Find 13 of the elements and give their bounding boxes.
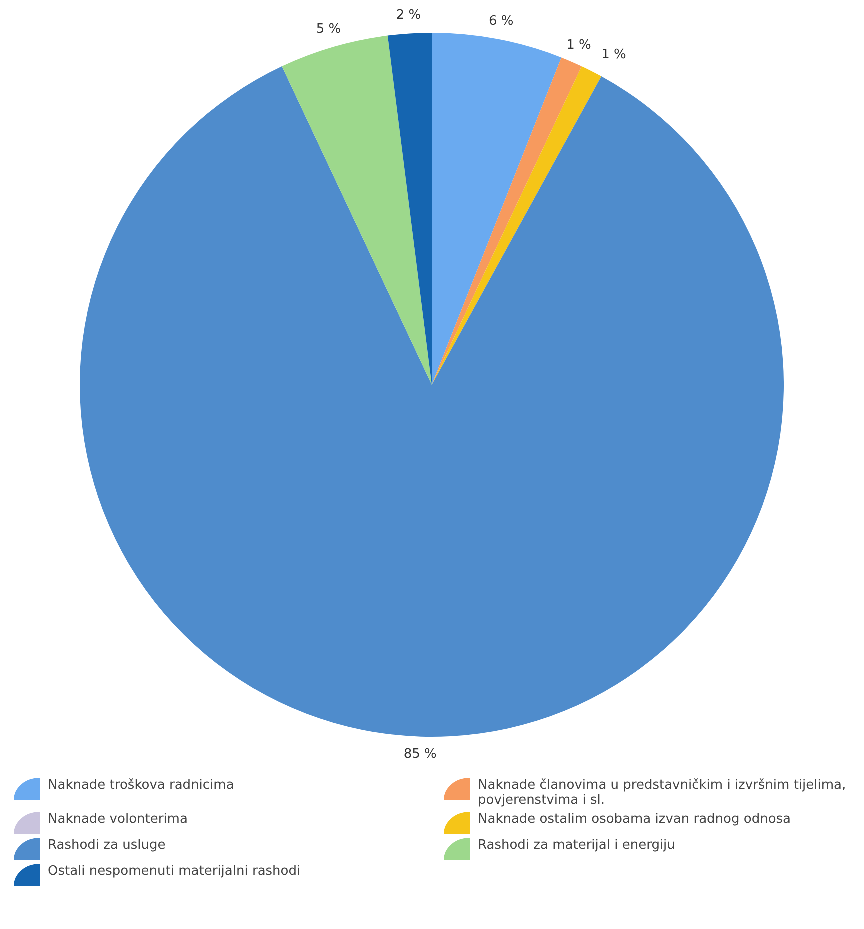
data-label: 2 % bbox=[396, 8, 422, 24]
legend-label: Naknade članovima u predstavničkim i izvršnim tijelima, povjerenstvima i sl. bbox=[478, 778, 848, 808]
legend-label: Naknade troškova radnicima bbox=[48, 778, 234, 793]
data-label: 6 % bbox=[488, 14, 514, 29]
data-label: 1 % bbox=[566, 38, 592, 53]
data-label: 1 % bbox=[602, 48, 626, 63]
data-label: 5 % bbox=[316, 22, 342, 38]
legend-label: Rashodi za usluge bbox=[48, 838, 166, 853]
legend-label: Rashodi za materijal i energiju bbox=[478, 838, 676, 853]
legend-label: Ostali nespomenuti materijalni rashodi bbox=[48, 864, 301, 879]
legend-label: Naknade volonterima bbox=[48, 812, 188, 827]
legend-label: Naknade ostalim osobama izvan radnog odnosa bbox=[478, 812, 792, 827]
data-label: 85 % bbox=[404, 747, 437, 762]
